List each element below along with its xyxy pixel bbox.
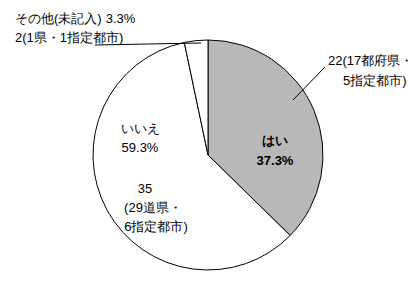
svg-text:(29道県・: (29道県・: [124, 200, 182, 215]
svg-text:その他(未記入)3.3%: その他(未記入)3.3%: [15, 11, 136, 26]
svg-text:6指定都市): 6指定都市): [124, 219, 188, 234]
svg-text:いいえ: いいえ: [121, 121, 160, 136]
svg-text:はい: はい: [262, 133, 288, 148]
svg-text:37.3%: 37.3%: [257, 153, 294, 168]
svg-text:59.3%: 59.3%: [122, 140, 159, 155]
svg-text:35: 35: [138, 181, 152, 196]
svg-text:22(17都府県・: 22(17都府県・: [328, 53, 401, 68]
svg-text:2(1県・1指定都市): 2(1県・1指定都市): [15, 30, 123, 45]
svg-text:5指定都市): 5指定都市): [343, 73, 401, 88]
